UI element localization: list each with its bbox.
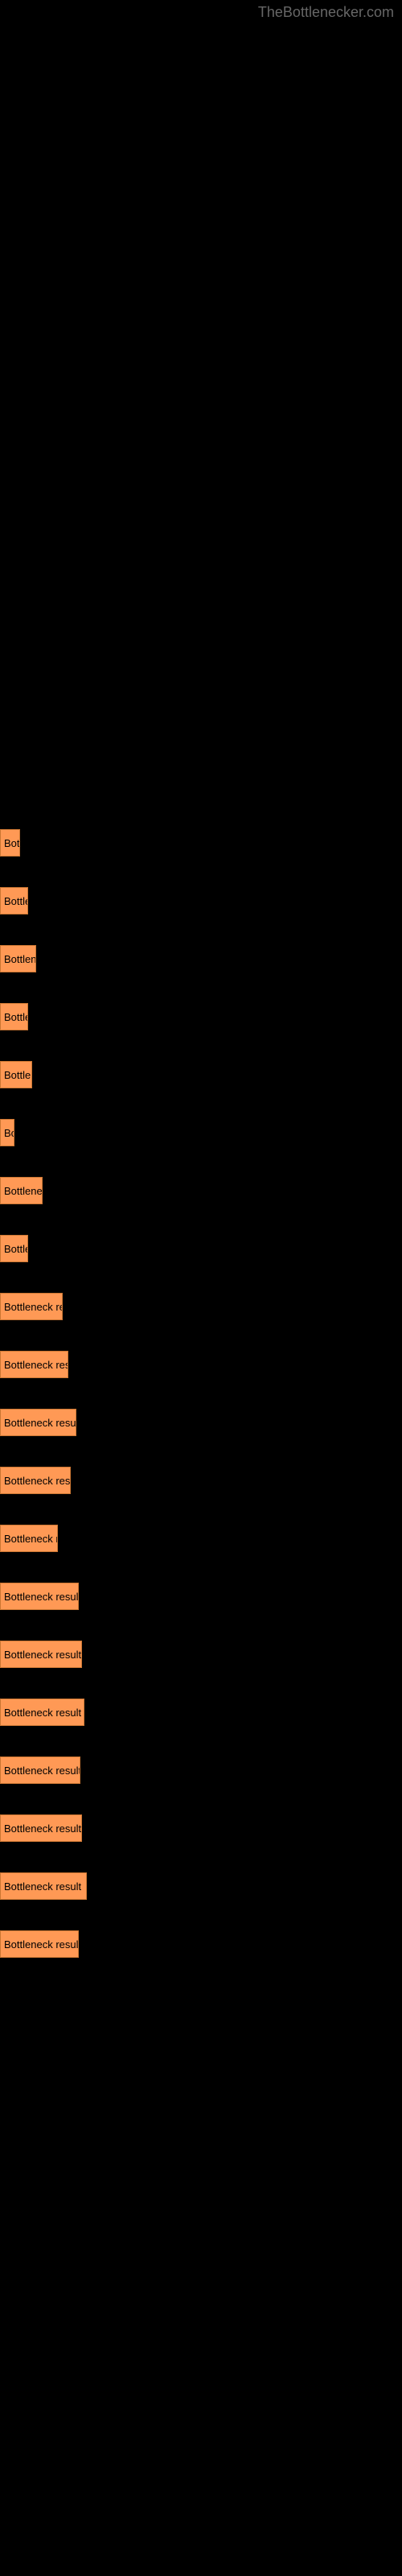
chart-area: Bot Bottle Bottlene Bottle Bottlen Bo Bottlene… <box>0 0 402 2004</box>
bar-row: Bottle <box>0 887 402 914</box>
bar-row: Bottleneck result <box>0 1757 402 1784</box>
bar-row: Bottleneck result <box>0 1583 402 1610</box>
watermark-text: TheBottlenecker.com <box>258 4 394 21</box>
chart-bar: Bottleneck re <box>0 1293 63 1320</box>
chart-bar: Bottleneck result <box>0 1872 87 1900</box>
chart-bar: Bottlene <box>0 945 36 972</box>
chart-bar: Bottleneck result <box>0 1814 82 1842</box>
chart-bar: Bottleneck res <box>0 1351 68 1378</box>
chart-bar: Bo <box>0 1119 14 1146</box>
bar-row: Bottlen <box>0 1061 402 1088</box>
bar-row: Bottle <box>0 1003 402 1030</box>
chart-bar: Bottleneck r <box>0 1525 58 1552</box>
chart-bar: Bottle <box>0 1003 28 1030</box>
chart-bar: Bottle <box>0 1235 28 1262</box>
bar-row: Bottlene <box>0 945 402 972</box>
bar-row: Bottleneck result <box>0 1930 402 1958</box>
bar-row: Bottleneck res <box>0 1351 402 1378</box>
chart-bar: Bottleneck result <box>0 1409 76 1436</box>
chart-bar: Bot <box>0 829 20 857</box>
bar-row: Bottleneck r <box>0 1525 402 1552</box>
chart-bar: Bottleneck result <box>0 1699 84 1726</box>
chart-bar: Bottlenec <box>0 1177 43 1204</box>
bar-row: Bottleneck result <box>0 1409 402 1436</box>
chart-bar: Bottleneck result <box>0 1641 82 1668</box>
chart-bar: Bottleneck result <box>0 1757 80 1784</box>
chart-bar: Bottleneck result <box>0 1930 79 1958</box>
bar-row: Bottle <box>0 1235 402 1262</box>
chart-bar: Bottlen <box>0 1061 32 1088</box>
bar-row: Bottleneck re <box>0 1293 402 1320</box>
bar-row: Bottleneck result <box>0 1641 402 1668</box>
bar-row: Bo <box>0 1119 402 1146</box>
chart-bar: Bottleneck resu <box>0 1467 71 1494</box>
bar-row: Bottleneck result <box>0 1814 402 1842</box>
bar-row: Bottleneck resu <box>0 1467 402 1494</box>
bar-row: Bottleneck result <box>0 1872 402 1900</box>
chart-bar: Bottleneck result <box>0 1583 79 1610</box>
chart-bar: Bottle <box>0 887 28 914</box>
bar-row: Bottleneck result <box>0 1699 402 1726</box>
bar-row: Bot <box>0 829 402 857</box>
bar-row: Bottlenec <box>0 1177 402 1204</box>
